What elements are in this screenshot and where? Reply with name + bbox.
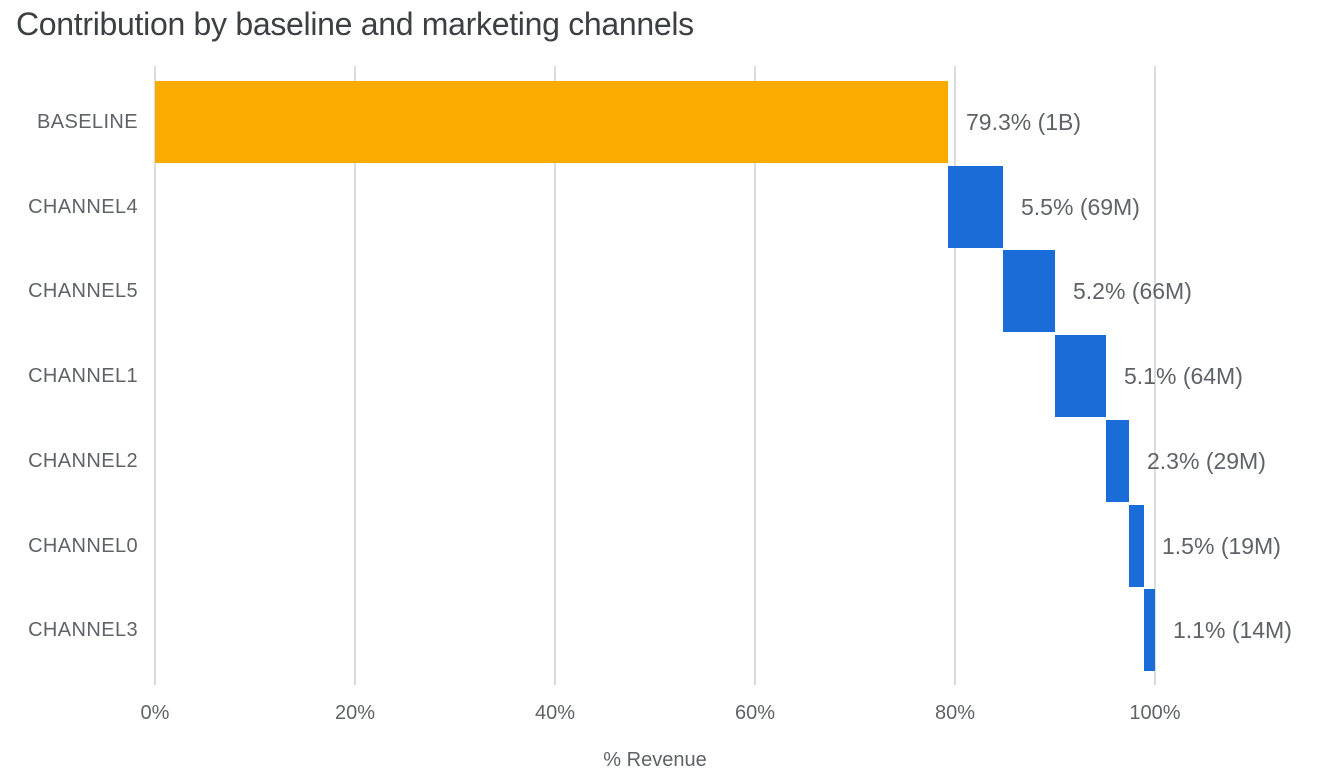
category-label-channel2: CHANNEL2 [28, 449, 138, 472]
bar-value-label-channel4: 5.5% (69M) [1021, 193, 1140, 220]
gridline-40% [554, 66, 556, 685]
category-label-channel1: CHANNEL1 [28, 365, 138, 388]
bar-value-label-channel3: 1.1% (14M) [1173, 617, 1292, 644]
gridline-100% [1154, 66, 1156, 685]
gridline-0% [154, 66, 156, 685]
bar-channel2 [1106, 419, 1129, 502]
category-label-channel5: CHANNEL5 [28, 280, 138, 303]
category-label-channel0: CHANNEL0 [28, 534, 138, 557]
x-tick-label-20%: 20% [334, 702, 376, 724]
category-label-channel4: CHANNEL4 [28, 195, 138, 218]
bar-value-label-channel0: 1.5% (19M) [1162, 532, 1281, 559]
x-tick-label-80%: 80% [934, 702, 976, 724]
x-axis-title: % Revenue [603, 749, 707, 771]
bar-channel0 [1129, 504, 1144, 587]
x-tick-label-100%: 100% [1129, 702, 1181, 724]
chart-title: Contribution by baseline and marketing c… [16, 6, 694, 42]
bar-value-label-channel5: 5.2% (66M) [1073, 278, 1192, 305]
gridline-80% [954, 66, 956, 685]
category-label-baseline: BASELINE [36, 111, 138, 133]
bar-channel1 [1055, 335, 1106, 418]
category-label-channel3: CHANNEL3 [28, 619, 138, 642]
x-tick-label-0%: 0% [140, 702, 170, 724]
bar-value-label-channel1: 5.1% (64M) [1124, 363, 1243, 390]
gridline-60% [754, 66, 756, 685]
x-tick-label-60%: 60% [734, 702, 776, 724]
gridline-20% [354, 66, 356, 685]
x-tick-label-40%: 40% [534, 702, 576, 724]
bar-value-label-channel2: 2.3% (29M) [1147, 447, 1266, 474]
bar-channel3 [1144, 589, 1155, 672]
bar-channel5 [1003, 250, 1055, 333]
bar-baseline [155, 81, 948, 163]
bar-channel4 [948, 165, 1003, 248]
bar-value-label-baseline: 79.3% (1B) [966, 109, 1082, 135]
